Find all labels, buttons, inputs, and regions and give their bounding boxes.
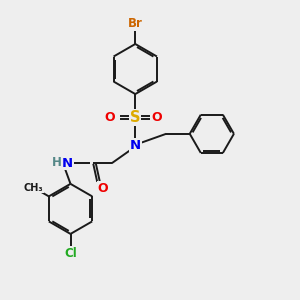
Text: N: N (62, 157, 73, 170)
Text: O: O (104, 111, 115, 124)
Text: H: H (52, 156, 61, 169)
Text: N: N (130, 139, 141, 152)
Text: CH₃: CH₃ (24, 182, 44, 193)
Text: O: O (152, 111, 162, 124)
Text: S: S (130, 110, 140, 125)
Text: Cl: Cl (64, 247, 77, 260)
Text: O: O (98, 182, 108, 195)
Text: Br: Br (128, 17, 143, 31)
